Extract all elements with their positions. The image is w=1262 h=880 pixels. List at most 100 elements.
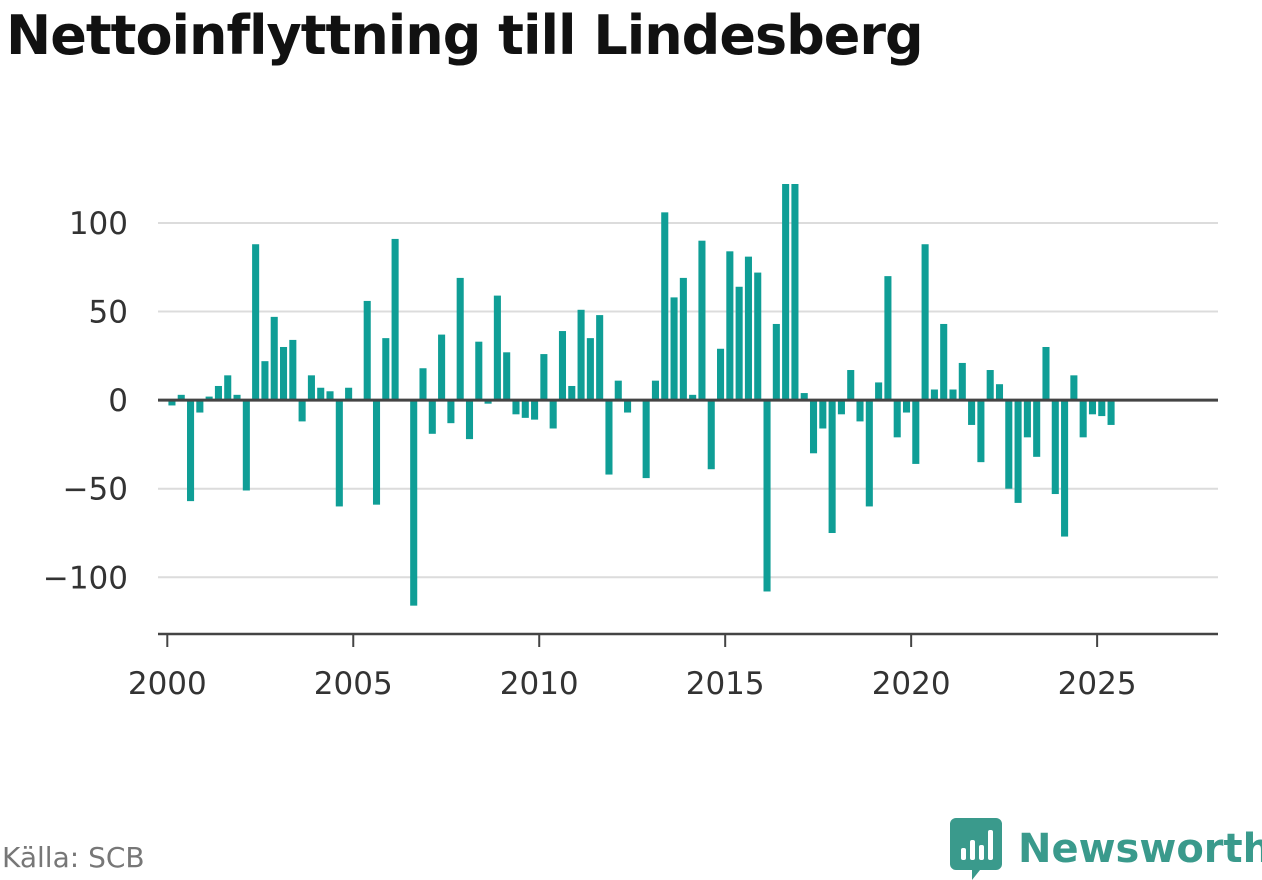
bar (651, 380, 659, 401)
x-tick-label: 2010 (500, 666, 579, 702)
bar (800, 393, 808, 401)
chart-speech-bubble-icon (950, 818, 1002, 880)
bar (252, 244, 260, 401)
bar (763, 400, 771, 592)
bar (1033, 400, 1041, 457)
bar (372, 400, 381, 505)
bar (307, 375, 315, 401)
bar (586, 338, 594, 401)
bar (847, 370, 855, 401)
bar (856, 400, 864, 422)
x-tick-label: 2000 (128, 666, 207, 702)
y-axis-labels: 100 50 0 −50 −100 (43, 206, 128, 596)
bar (168, 400, 176, 406)
bar (809, 400, 818, 454)
chart-title: Nettoinflyttning till Lindesberg (6, 4, 924, 67)
bar (884, 276, 892, 401)
bar (196, 400, 204, 413)
x-tick-label: 2015 (686, 666, 765, 702)
y-tick-label: 0 (108, 383, 128, 419)
bar (456, 277, 464, 401)
bar (1107, 400, 1115, 425)
bar (772, 323, 780, 401)
bar (902, 400, 911, 413)
bar (726, 251, 734, 401)
bar (577, 309, 585, 401)
bar (465, 400, 474, 440)
bar (549, 400, 557, 429)
bar (1005, 400, 1013, 489)
bar (531, 400, 539, 420)
bar (865, 400, 873, 507)
bar (1079, 400, 1087, 438)
bar (986, 370, 994, 401)
bar (289, 339, 297, 401)
bar (670, 297, 678, 401)
x-tick-label: 2025 (1058, 666, 1137, 702)
bar (893, 400, 901, 438)
bar (326, 391, 334, 401)
bar (233, 394, 241, 401)
bar (819, 400, 827, 429)
bar (679, 277, 687, 401)
bar (642, 400, 650, 479)
bar (428, 400, 436, 434)
bar (614, 380, 622, 401)
grid-lines (158, 221, 1218, 579)
bar (512, 400, 520, 415)
bar (419, 368, 427, 401)
bar (382, 338, 390, 401)
bar (921, 244, 929, 401)
bar (968, 400, 976, 425)
bar (875, 382, 883, 401)
bar (940, 323, 948, 401)
bar (270, 316, 278, 401)
bar (503, 352, 511, 401)
brand-name: Newsworthy (1018, 826, 1262, 872)
bar (187, 400, 195, 502)
bar (335, 400, 343, 507)
bar (521, 400, 529, 418)
bar (1014, 400, 1022, 503)
bar (930, 389, 938, 401)
bar (345, 387, 353, 401)
bar (242, 400, 250, 491)
bar (214, 385, 222, 401)
y-tick-label: −50 (63, 472, 128, 508)
x-axis-labels: 2000 2005 2010 2015 2020 2025 (128, 666, 1137, 702)
bar (1042, 346, 1050, 401)
bar (754, 272, 762, 401)
bar (1023, 400, 1031, 438)
bar (224, 375, 232, 401)
bar (791, 184, 799, 401)
bar (1088, 400, 1097, 415)
bar (735, 286, 743, 401)
y-tick-label: 50 (89, 295, 128, 331)
bar (744, 256, 752, 401)
bar (1051, 400, 1059, 495)
bar (995, 384, 1004, 401)
x-tick-label: 2020 (872, 666, 951, 702)
bar (958, 362, 966, 401)
bar (177, 394, 185, 401)
bar (447, 400, 455, 424)
bar (689, 394, 697, 401)
bar (782, 184, 790, 401)
bar (558, 331, 567, 401)
bar (698, 240, 706, 401)
bar (1098, 400, 1106, 417)
bar (661, 212, 669, 401)
bar (391, 238, 399, 401)
bars (168, 184, 1115, 606)
bar (568, 385, 576, 401)
bar (707, 400, 715, 470)
brand[interactable]: Newsworthy (950, 818, 1262, 880)
bar (977, 400, 985, 463)
bar (438, 334, 446, 401)
bar (298, 400, 306, 422)
bar (1061, 400, 1069, 537)
bar (540, 354, 548, 401)
bar (624, 400, 632, 413)
bar (717, 348, 725, 401)
